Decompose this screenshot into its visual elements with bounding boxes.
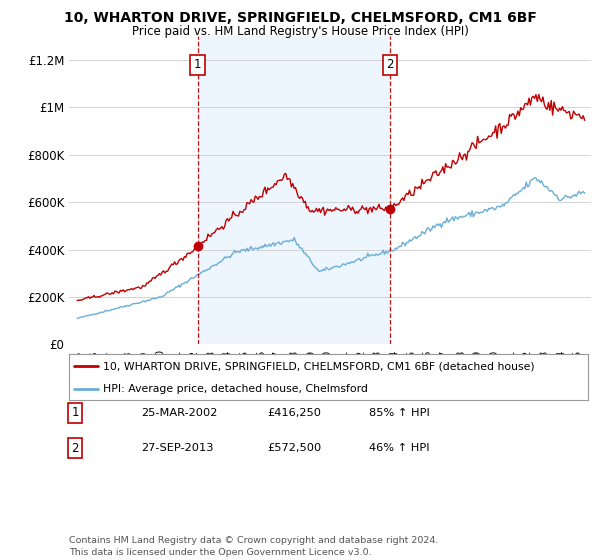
Text: Contains HM Land Registry data © Crown copyright and database right 2024.
This d: Contains HM Land Registry data © Crown c… <box>69 536 439 557</box>
Text: HPI: Average price, detached house, Chelmsford: HPI: Average price, detached house, Chel… <box>103 384 368 394</box>
Text: 25-MAR-2002: 25-MAR-2002 <box>141 408 217 418</box>
Text: 27-SEP-2013: 27-SEP-2013 <box>141 443 214 453</box>
Text: 46% ↑ HPI: 46% ↑ HPI <box>369 443 430 453</box>
Text: 2: 2 <box>386 58 394 71</box>
Text: 1: 1 <box>71 406 79 419</box>
Text: £572,500: £572,500 <box>267 443 321 453</box>
Text: 2: 2 <box>71 441 79 455</box>
Text: £416,250: £416,250 <box>267 408 321 418</box>
Text: Price paid vs. HM Land Registry's House Price Index (HPI): Price paid vs. HM Land Registry's House … <box>131 25 469 38</box>
Text: 10, WHARTON DRIVE, SPRINGFIELD, CHELMSFORD, CM1 6BF: 10, WHARTON DRIVE, SPRINGFIELD, CHELMSFO… <box>64 11 536 25</box>
Text: 1: 1 <box>194 58 202 71</box>
Text: 10, WHARTON DRIVE, SPRINGFIELD, CHELMSFORD, CM1 6BF (detached house): 10, WHARTON DRIVE, SPRINGFIELD, CHELMSFO… <box>103 361 535 371</box>
Text: 85% ↑ HPI: 85% ↑ HPI <box>369 408 430 418</box>
Bar <box>197 36 390 344</box>
